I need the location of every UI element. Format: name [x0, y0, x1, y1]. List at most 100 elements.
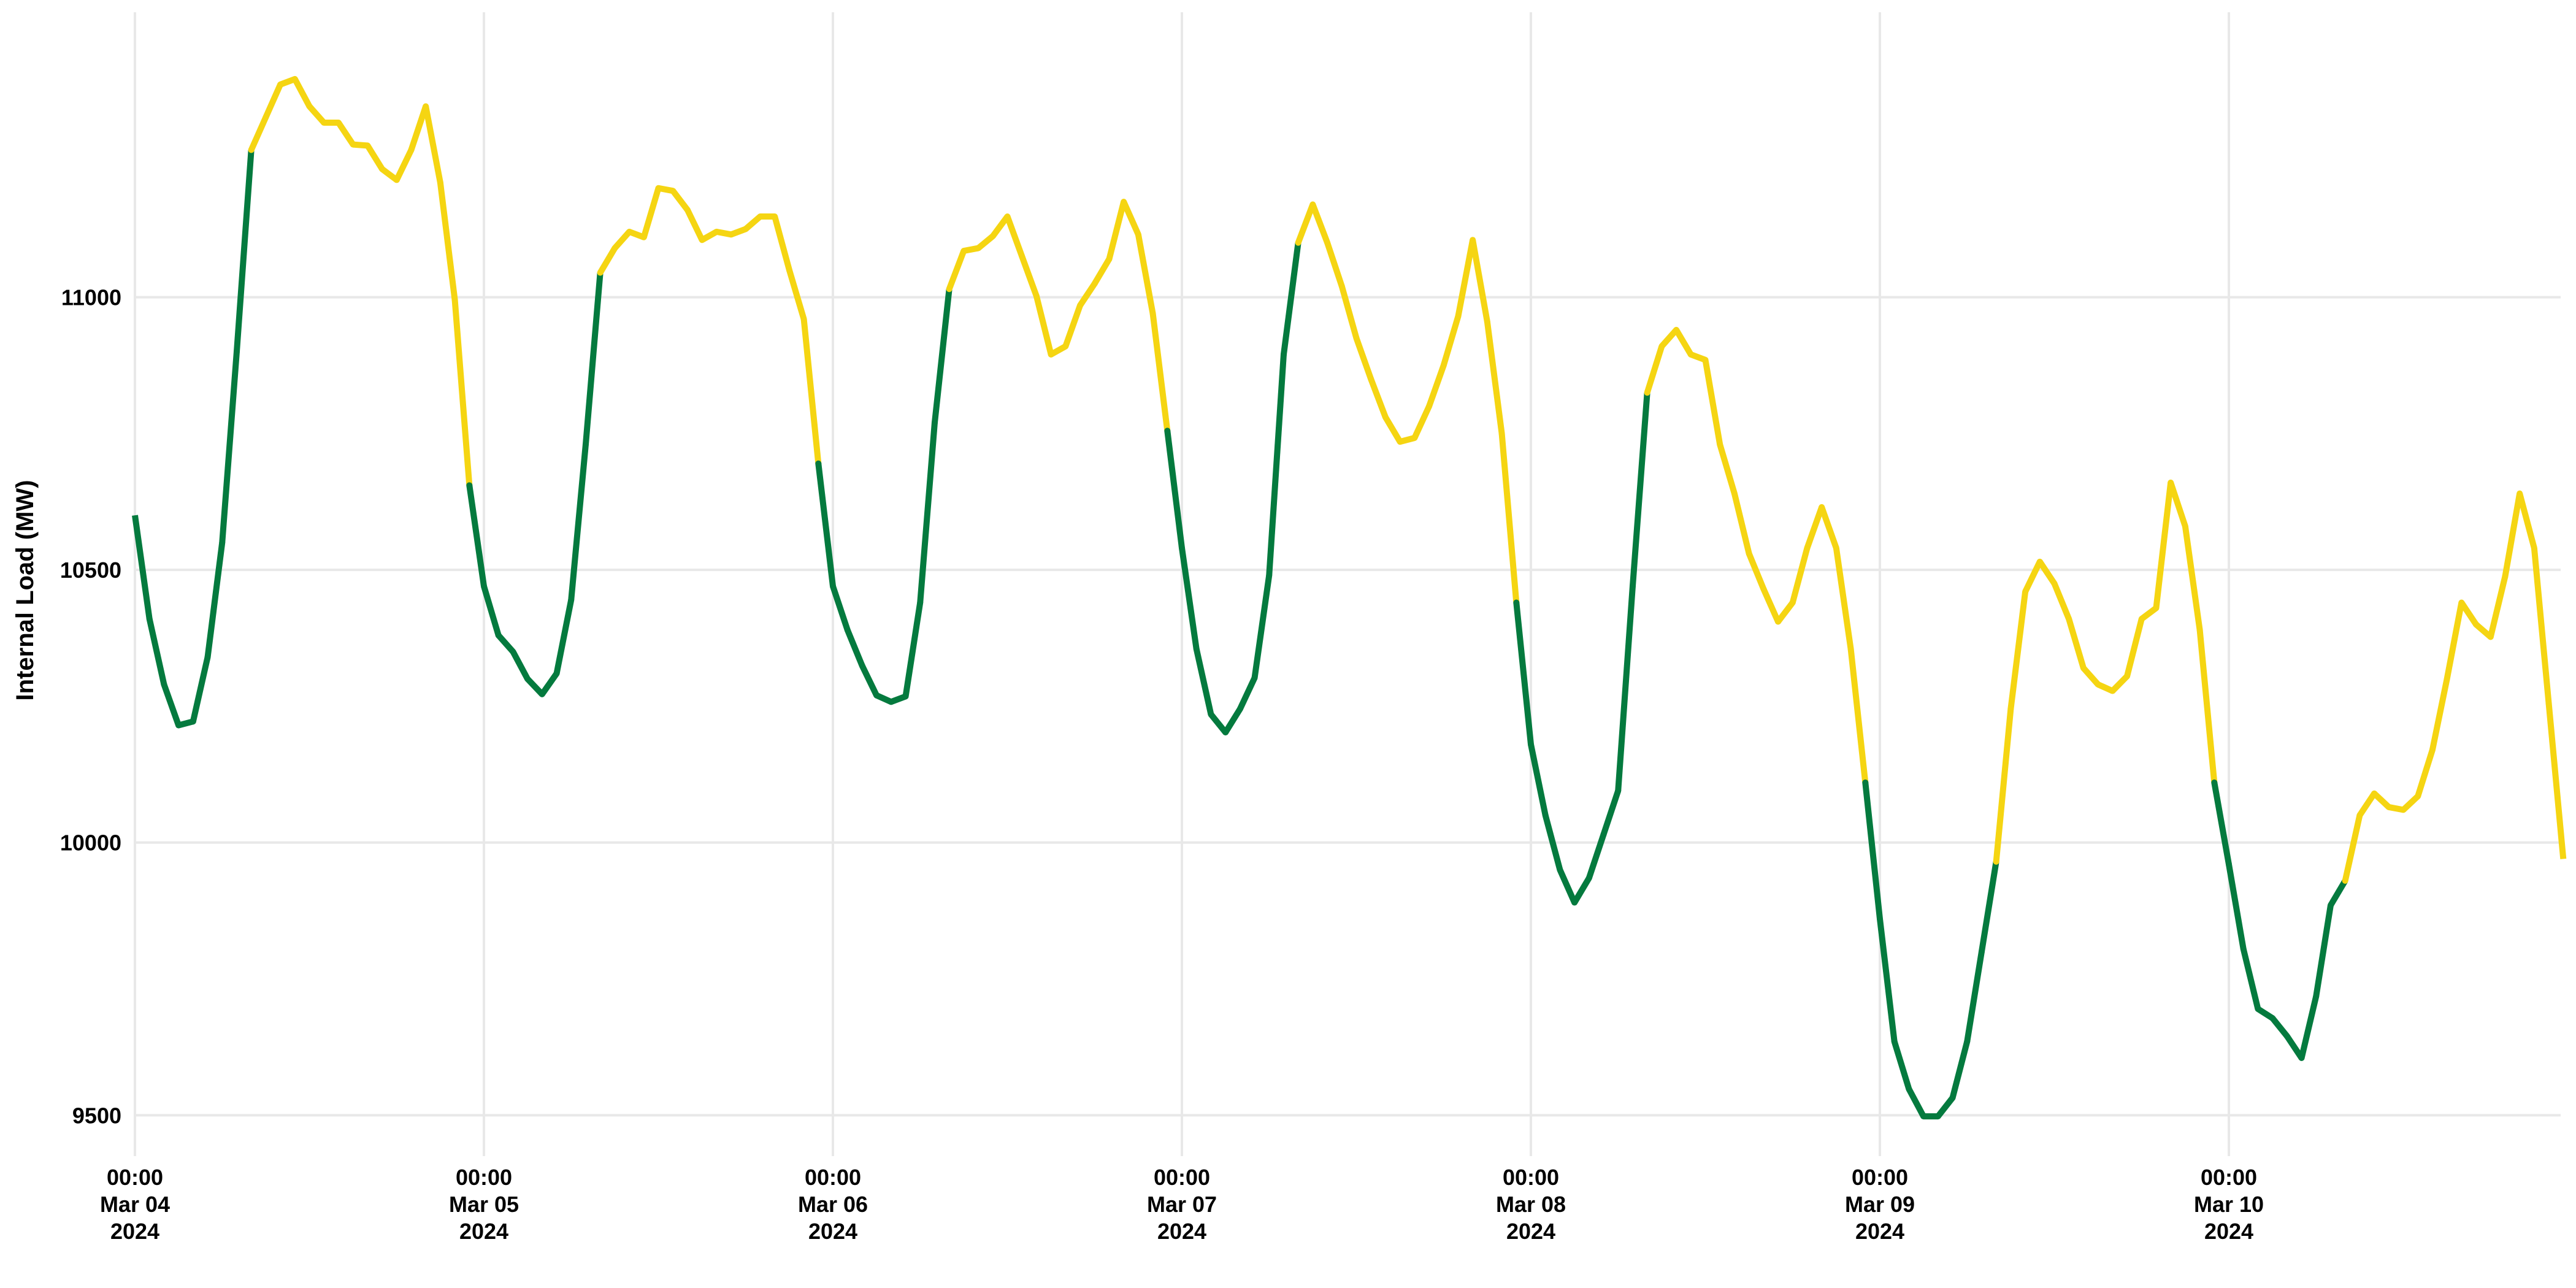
- series-point-110: [1731, 490, 1738, 497]
- series-point-32: [597, 269, 604, 276]
- series-point-26: [510, 648, 516, 655]
- series-segment-133: [2066, 618, 2087, 669]
- series-point-59: [989, 232, 996, 239]
- series-segment-2: [161, 683, 182, 727]
- series-segment-114: [1789, 547, 1811, 604]
- series-point-113: [1775, 618, 1782, 625]
- series-segment-139: [2153, 482, 2174, 608]
- series-segment-61: [1019, 255, 1040, 297]
- series-point-122: [1906, 1086, 1912, 1092]
- series-segment-65: [1077, 282, 1097, 307]
- series-point-108: [1702, 356, 1709, 363]
- series-segment-26: [510, 650, 531, 681]
- series-segment-162: [2487, 575, 2509, 638]
- series-segment-89: [1426, 364, 1447, 408]
- series-point-60: [1004, 213, 1011, 220]
- series-point-85: [1368, 375, 1374, 382]
- series-segment-102: [1615, 586, 1636, 791]
- series-segment-46: [800, 318, 822, 464]
- series-point-98: [1557, 867, 1563, 873]
- series-point-116: [1819, 504, 1825, 510]
- series-point-57: [960, 248, 967, 254]
- series-segment-37: [670, 189, 690, 212]
- series-point-104: [1644, 389, 1650, 396]
- series-segment-140: [2168, 481, 2188, 527]
- series-segment-83: [1338, 285, 1360, 339]
- series-segment-156: [2401, 794, 2420, 813]
- series-segment-58: [976, 234, 995, 251]
- series-point-5: [204, 654, 211, 661]
- series-point-151: [2327, 902, 2334, 908]
- x-axis-tick-labels: 00:00 Mar 04 2024 00:00 Mar 05 2024 00:00 Mar 0…: [100, 1165, 2264, 1244]
- series-segment-100: [1586, 833, 1607, 880]
- series-point-97: [1542, 812, 1549, 819]
- series-segment-76: [1237, 677, 1258, 711]
- series-segment-127: [1979, 861, 1999, 953]
- series-segment-116: [1819, 506, 1839, 550]
- series-point-160: [2458, 599, 2465, 606]
- series-segment-109: [1717, 443, 1738, 495]
- series-point-119: [1862, 779, 1869, 786]
- series-segment-115: [1804, 506, 1825, 550]
- series-point-112: [1760, 586, 1767, 592]
- series-point-64: [1062, 343, 1069, 350]
- series-segment-16: [365, 144, 385, 171]
- series-point-162: [2487, 634, 2494, 640]
- series-point-6: [219, 539, 226, 546]
- series-segment-159: [2444, 602, 2465, 680]
- series-point-145: [2240, 946, 2247, 953]
- series-segment-7: [233, 150, 255, 352]
- series-point-13: [321, 120, 328, 126]
- series-segment-32: [597, 247, 618, 275]
- series-segment-22: [451, 299, 473, 486]
- series-segment-126: [1964, 951, 1985, 1043]
- series-point-70: [1149, 310, 1156, 317]
- series-segment-163: [2502, 493, 2523, 577]
- series-point-147: [2269, 1015, 2276, 1022]
- series-segment-18: [394, 148, 414, 182]
- series-point-95: [1513, 599, 1520, 606]
- series-segment-165: [2531, 548, 2552, 704]
- series-point-9: [263, 114, 269, 121]
- series-segment-124: [1935, 1095, 1955, 1119]
- series-segment-67: [1106, 201, 1127, 260]
- series-point-35: [640, 234, 647, 240]
- series-point-117: [1833, 545, 1839, 551]
- series-segment-117: [1833, 547, 1854, 650]
- series-segment-64: [1062, 304, 1083, 348]
- x-tick-label-day-2: 00:00 Mar 06 2024: [798, 1165, 868, 1244]
- x-tick-label-day-1: 00:00 Mar 05 2024: [449, 1165, 519, 1244]
- series-segment-74: [1208, 712, 1229, 735]
- series-segment-110: [1731, 493, 1752, 554]
- series-point-90: [1440, 362, 1447, 369]
- series-point-71: [1164, 427, 1171, 434]
- series-point-159: [2444, 675, 2450, 682]
- series-point-132: [2051, 580, 2058, 587]
- series-segment-144: [2226, 864, 2247, 949]
- series-segment-6: [219, 351, 240, 543]
- series-point-128: [1993, 858, 1999, 865]
- series-point-91: [1455, 313, 1462, 320]
- series-point-25: [495, 632, 502, 638]
- series-segment-59: [990, 215, 1010, 238]
- series-segment-81: [1309, 203, 1330, 244]
- series-segment-75: [1222, 707, 1243, 734]
- series-segment-108: [1702, 359, 1723, 445]
- series-point-100: [1585, 875, 1592, 881]
- series-segment-106: [1673, 328, 1694, 356]
- series-segment-84: [1353, 337, 1374, 380]
- series-segment-99: [1571, 876, 1592, 905]
- series-segment-25: [496, 633, 516, 654]
- series-segment-153: [2357, 791, 2377, 818]
- series-segment-137: [2124, 618, 2145, 677]
- series-point-109: [1717, 441, 1723, 448]
- series-point-31: [582, 441, 589, 448]
- series-segment-20: [423, 105, 443, 183]
- series-point-65: [1077, 302, 1084, 309]
- series-point-115: [1804, 545, 1811, 551]
- series-segment-118: [1847, 648, 1869, 783]
- series-segment-105: [1659, 328, 1679, 348]
- series-point-161: [2473, 621, 2480, 628]
- series-point-127: [1978, 948, 1985, 955]
- series-segment-73: [1193, 648, 1214, 715]
